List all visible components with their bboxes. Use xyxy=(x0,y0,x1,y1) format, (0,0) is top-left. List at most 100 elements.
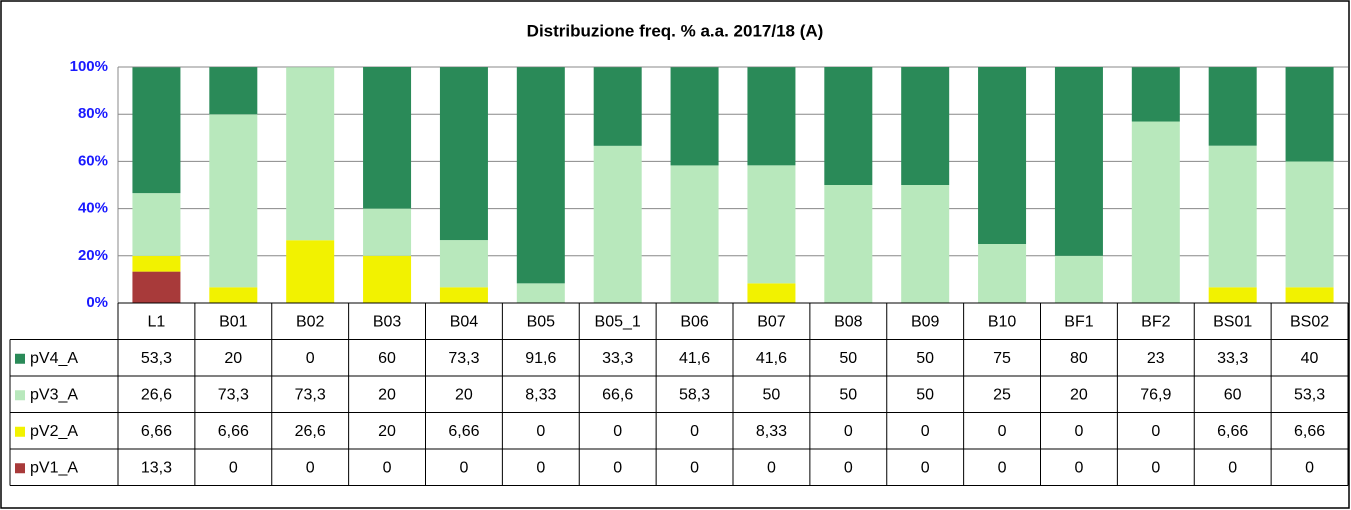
data-label: 60 xyxy=(1224,386,1242,403)
bar-segment xyxy=(1208,67,1257,146)
data-label: 0 xyxy=(613,459,622,476)
data-label: 33,3 xyxy=(1217,350,1248,367)
bar-segment xyxy=(978,244,1027,303)
data-label: 0 xyxy=(306,459,315,476)
bar-segment xyxy=(132,67,181,194)
data-label: 0 xyxy=(536,459,545,476)
bar-segment xyxy=(593,67,642,146)
data-label: 0 xyxy=(1228,459,1237,476)
data-label: 0 xyxy=(536,423,545,440)
data-label: 6,66 xyxy=(448,423,479,440)
data-label: 0 xyxy=(1305,459,1314,476)
x-tick-label: B05 xyxy=(527,313,556,330)
data-label: 0 xyxy=(844,423,853,440)
data-label: 8,33 xyxy=(525,386,556,403)
legend-swatch xyxy=(15,353,25,364)
data-label: 50 xyxy=(916,350,934,367)
data-label: 20 xyxy=(224,350,242,367)
bar-segment xyxy=(439,287,488,303)
data-label: 58,3 xyxy=(679,386,710,403)
data-label: 50 xyxy=(763,386,781,403)
bar-segment xyxy=(824,67,873,185)
bar-segment xyxy=(439,67,488,241)
data-label: 0 xyxy=(613,423,622,440)
data-label: 0 xyxy=(229,459,238,476)
bar-segment xyxy=(1285,161,1334,288)
data-label: 0 xyxy=(383,459,392,476)
data-label: 33,3 xyxy=(602,350,633,367)
data-label: 50 xyxy=(916,386,934,403)
data-label: 73,3 xyxy=(295,386,326,403)
data-label: 8,33 xyxy=(756,423,787,440)
data-label: 0 xyxy=(767,459,776,476)
bar-segment xyxy=(1285,67,1334,162)
bar-segment xyxy=(901,185,950,303)
bar-segment xyxy=(670,165,719,303)
legend-swatch xyxy=(15,426,25,437)
data-label: 0 xyxy=(921,423,930,440)
bar-segment xyxy=(439,240,488,288)
data-label: 0 xyxy=(306,350,315,367)
bar-segment xyxy=(1131,67,1180,122)
bar-segment xyxy=(132,193,181,256)
legend-label: pV1_A xyxy=(30,459,78,476)
data-label: 60 xyxy=(378,350,396,367)
x-tick-label: B01 xyxy=(219,313,248,330)
data-label: 0 xyxy=(1151,459,1160,476)
x-tick-label: B05_1 xyxy=(595,313,641,330)
y-tick-label: 0% xyxy=(86,294,108,311)
bar-segment xyxy=(824,185,873,303)
data-label: 0 xyxy=(690,423,699,440)
bar-segment xyxy=(209,67,258,115)
x-tick-label: B08 xyxy=(834,313,863,330)
x-tick-label: B04 xyxy=(450,313,479,330)
data-label: 53,3 xyxy=(1294,386,1325,403)
data-label: 6,66 xyxy=(218,423,249,440)
data-label: 0 xyxy=(844,459,853,476)
data-label: 80 xyxy=(1070,350,1088,367)
bar-segment xyxy=(901,67,950,185)
data-label: 41,6 xyxy=(756,350,787,367)
data-label: 0 xyxy=(998,459,1007,476)
bar-segment xyxy=(1208,287,1257,303)
bar-segment xyxy=(978,67,1027,244)
bar-segment xyxy=(209,114,258,288)
legend-swatch xyxy=(15,463,25,474)
data-label: 40 xyxy=(1301,350,1319,367)
bar-segment xyxy=(363,208,412,256)
data-label: 20 xyxy=(1070,386,1088,403)
y-tick-label: 40% xyxy=(78,200,108,217)
x-tick-label: BF1 xyxy=(1064,313,1093,330)
x-tick-label: BF2 xyxy=(1141,313,1170,330)
bar-segment xyxy=(132,255,181,272)
bar-segment xyxy=(363,255,412,303)
x-tick-label: L1 xyxy=(148,313,166,330)
bar-segment xyxy=(132,271,181,303)
bar-segment xyxy=(1131,121,1180,304)
data-label: 53,3 xyxy=(141,350,172,367)
data-label: 6,66 xyxy=(141,423,172,440)
data-label: 91,6 xyxy=(525,350,556,367)
bar-segment xyxy=(747,165,796,284)
data-label: 0 xyxy=(1151,423,1160,440)
y-tick-label: 100% xyxy=(70,58,108,75)
bar-segment xyxy=(1208,145,1257,288)
y-tick-label: 80% xyxy=(78,105,108,122)
x-tick-label: B03 xyxy=(373,313,402,330)
bar-segment xyxy=(747,283,796,303)
legend-label: pV4_A xyxy=(30,350,78,367)
data-label: 20 xyxy=(378,386,396,403)
y-tick-label: 20% xyxy=(78,247,108,264)
data-label: 20 xyxy=(455,386,473,403)
x-tick-label: BS02 xyxy=(1290,313,1329,330)
x-tick-label: B07 xyxy=(757,313,786,330)
x-tick-label: B09 xyxy=(911,313,940,330)
data-label: 0 xyxy=(998,423,1007,440)
bar-segment xyxy=(1054,67,1103,256)
data-label: 25 xyxy=(993,386,1011,403)
data-label: 26,6 xyxy=(141,386,172,403)
x-tick-label: B06 xyxy=(680,313,709,330)
data-label: 23 xyxy=(1147,350,1165,367)
bar-segment xyxy=(1054,255,1103,303)
